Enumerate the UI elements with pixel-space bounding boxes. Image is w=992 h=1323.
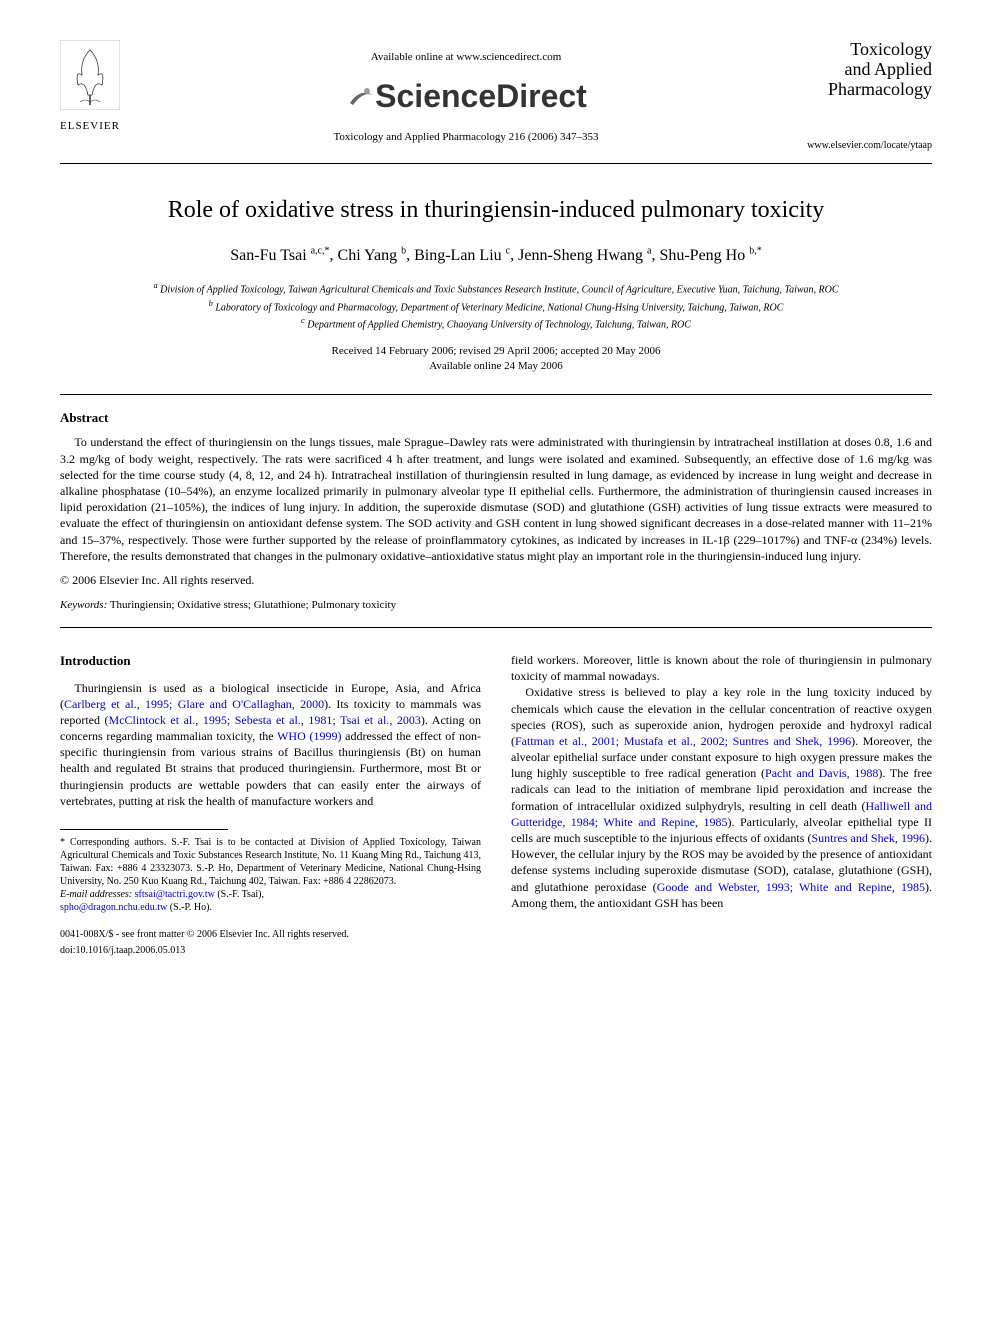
- sciencedirect-swoosh-icon: [345, 83, 375, 113]
- citation-link[interactable]: Goode and Webster, 1993; White and Repin…: [657, 880, 925, 894]
- email-link[interactable]: spho@dragon.nchu.edu.tw: [60, 902, 167, 913]
- author: Jenn-Sheng Hwang a: [518, 247, 651, 264]
- journal-logo-line1: Toxicology: [850, 39, 932, 59]
- author: San-Fu Tsai a,c,*: [230, 247, 329, 264]
- elsevier-text: ELSEVIER: [60, 119, 160, 134]
- affiliation-a: a Division of Applied Toxicology, Taiwan…: [60, 280, 932, 297]
- intro-para-2: Oxidative stress is believed to play a k…: [511, 684, 932, 911]
- right-column: field workers. Moreover, little is known…: [511, 652, 932, 957]
- article-dates: Received 14 February 2006; revised 29 Ap…: [60, 344, 932, 374]
- intro-para-1-cont: field workers. Moreover, little is known…: [511, 652, 932, 684]
- sciencedirect-text: ScienceDirect: [375, 78, 587, 114]
- abstract-body: To understand the effect of thuringiensi…: [60, 434, 932, 564]
- citation-link[interactable]: Suntres and Shek, 1996: [811, 831, 925, 845]
- intro-para-1: Thuringiensin is used as a biological in…: [60, 680, 481, 810]
- doi-line: doi:10.1016/j.taap.2006.05.013: [60, 944, 481, 958]
- footnote-separator: [60, 829, 228, 830]
- body-columns: Introduction Thuringiensin is used as a …: [60, 652, 932, 957]
- keywords-text: Thuringiensin; Oxidative stress; Glutath…: [110, 599, 396, 611]
- journal-logo-line2: and Applied: [845, 59, 933, 79]
- journal-title-logo: Toxicology and Applied Pharmacology: [772, 40, 932, 99]
- journal-url: www.elsevier.com/locate/ytaap: [772, 139, 932, 153]
- author: Chi Yang b: [338, 247, 407, 264]
- separator: [60, 394, 932, 395]
- separator: [60, 627, 932, 628]
- email-footnote: E-mail addresses: sftsai@tactri.gov.tw (…: [60, 888, 481, 914]
- author-list: San-Fu Tsai a,c,*, Chi Yang b, Bing-Lan …: [60, 244, 932, 266]
- author: Bing-Lan Liu c: [414, 247, 510, 264]
- online-date: Available online 24 May 2006: [60, 359, 932, 374]
- article-title: Role of oxidative stress in thuringiensi…: [60, 194, 932, 226]
- citation-link[interactable]: Fattman et al., 2001; Mustafa et al., 20…: [515, 734, 851, 748]
- citation-link[interactable]: Pacht and Davis, 1988: [765, 766, 878, 780]
- left-column: Introduction Thuringiensin is used as a …: [60, 652, 481, 957]
- received-date: Received 14 February 2006; revised 29 Ap…: [60, 344, 932, 359]
- email-label: E-mail addresses:: [60, 889, 132, 900]
- sciencedirect-logo: ScienceDirect: [160, 75, 772, 118]
- available-online-text: Available online at www.sciencedirect.co…: [160, 50, 772, 65]
- journal-reference: Toxicology and Applied Pharmacology 216 …: [160, 130, 772, 145]
- author: Shu-Peng Ho b,*: [659, 247, 761, 264]
- email-link[interactable]: sftsai@tactri.gov.tw: [135, 889, 215, 900]
- citation-link[interactable]: Carlberg et al., 1995; Glare and O'Calla…: [64, 697, 324, 711]
- citation-link[interactable]: WHO (1999): [277, 729, 341, 743]
- elsevier-logo-block: ELSEVIER: [60, 40, 160, 133]
- issn-line: 0041-008X/$ - see front matter © 2006 El…: [60, 928, 481, 942]
- citation-link[interactable]: McClintock et al., 1995; Sebesta et al.,…: [109, 713, 421, 727]
- affiliation-c: c Department of Applied Chemistry, Chaoy…: [60, 315, 932, 332]
- keywords-label: Keywords:: [60, 599, 107, 611]
- affiliations: a Division of Applied Toxicology, Taiwan…: [60, 280, 932, 332]
- abstract-heading: Abstract: [60, 409, 932, 427]
- elsevier-tree-icon: [60, 40, 120, 110]
- affiliation-b: b Laboratory of Toxicology and Pharmacol…: [60, 298, 932, 315]
- keywords-line: Keywords: Thuringiensin; Oxidative stres…: [60, 598, 932, 613]
- header-center: Available online at www.sciencedirect.co…: [160, 40, 772, 145]
- journal-logo-line3: Pharmacology: [828, 79, 932, 99]
- abstract-copyright: © 2006 Elsevier Inc. All rights reserved…: [60, 572, 932, 588]
- journal-logo-block: Toxicology and Applied Pharmacology www.…: [772, 40, 932, 153]
- introduction-heading: Introduction: [60, 652, 481, 670]
- page-header: ELSEVIER Available online at www.science…: [60, 40, 932, 164]
- corresponding-author-footnote: * Corresponding authors. S.-F. Tsai is t…: [60, 836, 481, 888]
